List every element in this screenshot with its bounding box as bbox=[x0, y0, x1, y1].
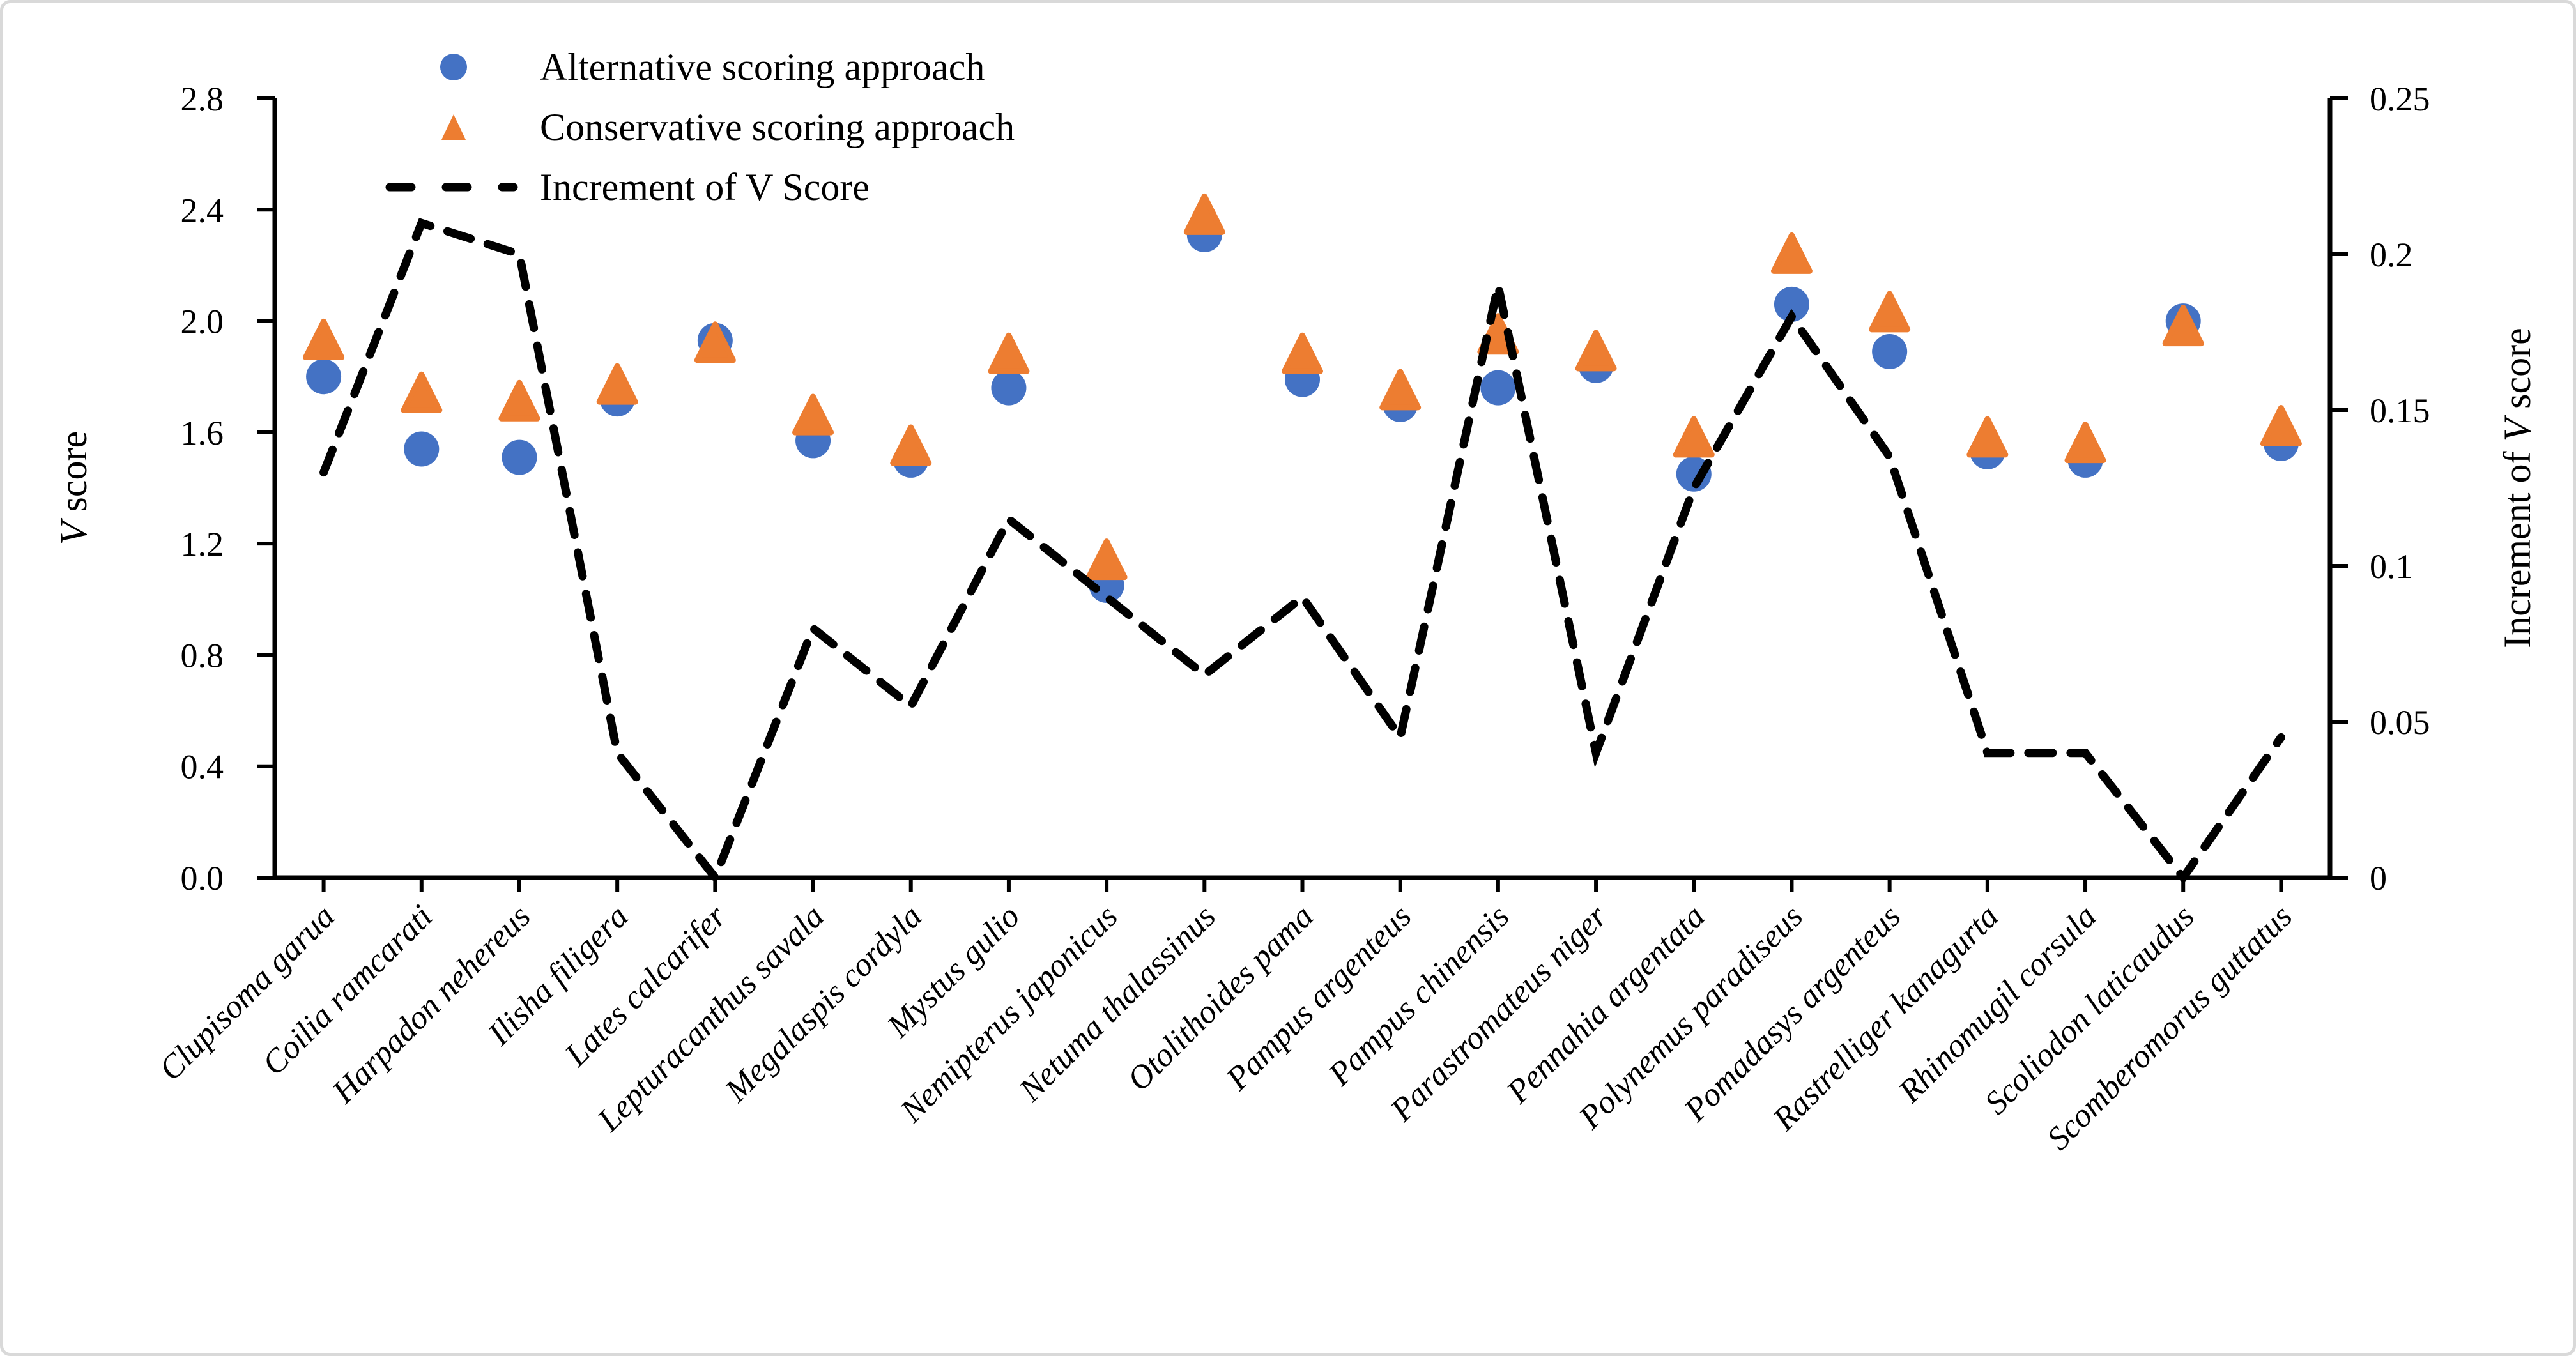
right-tick-label: 0.15 bbox=[2370, 392, 2430, 430]
legend-label-conservative: Conservative scoring approach bbox=[540, 106, 1015, 148]
x-axis-label: Coilia ramcarati bbox=[256, 898, 440, 1083]
x-axis-label: Clupisoma garua bbox=[152, 898, 342, 1088]
conservative-marker bbox=[401, 371, 443, 413]
conservative-marker bbox=[498, 379, 540, 422]
plot-area: V score Increment of V score 2.8 2.4 2.0 1.… bbox=[52, 80, 2538, 1157]
left-tick-label: 1.2 bbox=[181, 525, 224, 563]
conservative-marker bbox=[1575, 330, 1617, 372]
left-tick-label: 0.8 bbox=[181, 636, 224, 674]
left-axis-title: V score bbox=[52, 431, 95, 545]
legend-label-increment: Increment of V Score bbox=[540, 166, 870, 208]
x-axis-label: Pampus argenteus bbox=[1219, 898, 1418, 1097]
conservative-marker bbox=[2162, 305, 2204, 347]
left-tick-label: 1.6 bbox=[181, 414, 224, 452]
right-tick-label: 0 bbox=[2370, 859, 2387, 897]
conservative-marker bbox=[2064, 422, 2106, 464]
alternative-marker bbox=[1480, 370, 1516, 406]
left-tick-label: 0.0 bbox=[181, 859, 224, 897]
conservative-marker bbox=[1966, 416, 2009, 458]
legend: Alternative scoring approach Conservativ… bbox=[361, 37, 1015, 217]
conservative-marker bbox=[792, 393, 834, 436]
conservative-marker bbox=[1869, 291, 1911, 333]
conservative-marker bbox=[303, 318, 345, 360]
conservative-marker bbox=[1282, 332, 1323, 374]
conservative-marker bbox=[1673, 416, 1715, 458]
left-tick-label: 0.4 bbox=[181, 748, 224, 786]
legend-item-increment: Increment of V Score bbox=[361, 157, 1015, 217]
right-tick-label: 0.25 bbox=[2370, 80, 2430, 118]
conservative-marker bbox=[596, 363, 638, 405]
right-tick-label: 0.1 bbox=[2370, 547, 2413, 586]
conservative-marker bbox=[1379, 369, 1422, 411]
right-tick-label: 0.2 bbox=[2370, 236, 2413, 274]
legend-item-alternative: Alternative scoring approach bbox=[361, 37, 1015, 97]
alternative-marker bbox=[404, 431, 440, 467]
left-tick-label: 2.0 bbox=[181, 303, 224, 341]
x-axis-label: Otolithoides pama bbox=[1121, 898, 1321, 1098]
increment-line bbox=[319, 218, 2285, 886]
alternative-marker bbox=[306, 359, 342, 395]
right-axis-title: Increment of V score bbox=[2496, 328, 2538, 648]
conservative-marker bbox=[1085, 538, 1128, 581]
x-axis-label: Pampus chinensis bbox=[1321, 898, 1517, 1093]
left-tick-label: 2.8 bbox=[181, 80, 224, 118]
triangle-icon bbox=[441, 114, 466, 140]
dashed-line-icon bbox=[385, 183, 518, 192]
alternative-marker bbox=[991, 370, 1027, 406]
left-tick-label: 2.4 bbox=[181, 191, 224, 229]
alternative-marker bbox=[502, 439, 537, 475]
alternative-marker bbox=[1774, 286, 1809, 322]
legend-item-conservative: Conservative scoring approach bbox=[361, 97, 1015, 157]
conservative-marker bbox=[1183, 193, 1225, 235]
alternative-marker bbox=[1872, 334, 1908, 369]
conservative-marker bbox=[1770, 232, 1813, 274]
conservative-marker bbox=[2260, 405, 2302, 446]
legend-label-alternative: Alternative scoring approach bbox=[540, 46, 985, 88]
conservative-marker bbox=[694, 321, 736, 363]
conservative-marker bbox=[890, 424, 932, 466]
circle-icon bbox=[440, 54, 467, 80]
conservative-marker bbox=[988, 332, 1030, 374]
right-tick-label: 0.05 bbox=[2370, 703, 2430, 742]
